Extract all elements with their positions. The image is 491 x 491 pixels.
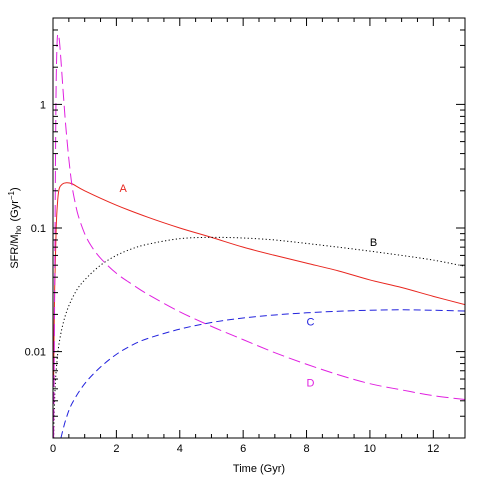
x-tick-label: 6 (240, 443, 246, 455)
series-line-b (53, 236, 465, 438)
series-label-c: C (307, 317, 315, 329)
x-axis-label: Time (Gyr) (233, 463, 285, 475)
x-tick-label: 12 (427, 443, 439, 455)
series-line-d (53, 33, 465, 438)
x-tick-label: 8 (303, 443, 309, 455)
series-line-a (53, 182, 465, 380)
series-line-c (60, 309, 465, 438)
y-axis-label-exp: −1 (7, 190, 16, 200)
series-label-b: B (370, 237, 377, 249)
plot-frame (52, 17, 466, 439)
series-label-d: D (307, 378, 315, 390)
y-tick-label: 0.01 (25, 347, 46, 359)
x-tick-label: 0 (50, 443, 56, 455)
y-axis-label-main: SFR/M (9, 234, 21, 268)
y-tick-label: 0.1 (31, 223, 46, 235)
x-tick-label: 2 (113, 443, 119, 455)
x-tick-label: 4 (177, 443, 183, 455)
y-tick-label: 1 (40, 99, 46, 111)
series-label-a: A (120, 183, 128, 195)
y-axis-label-unit: (Gyr (9, 200, 21, 222)
x-tick-label: 10 (364, 443, 376, 455)
y-axis-label-sub: ho (14, 225, 23, 234)
tick-layer: 0 2 4 6 8 10 12 0.01 0.1 1 (25, 17, 465, 455)
series-layer (53, 33, 465, 438)
y-axis-label: SFR/Mho (Gyr−1) (7, 187, 23, 268)
label-layer: A B C D (120, 183, 378, 390)
y-axis-label-close: ) (9, 187, 21, 191)
